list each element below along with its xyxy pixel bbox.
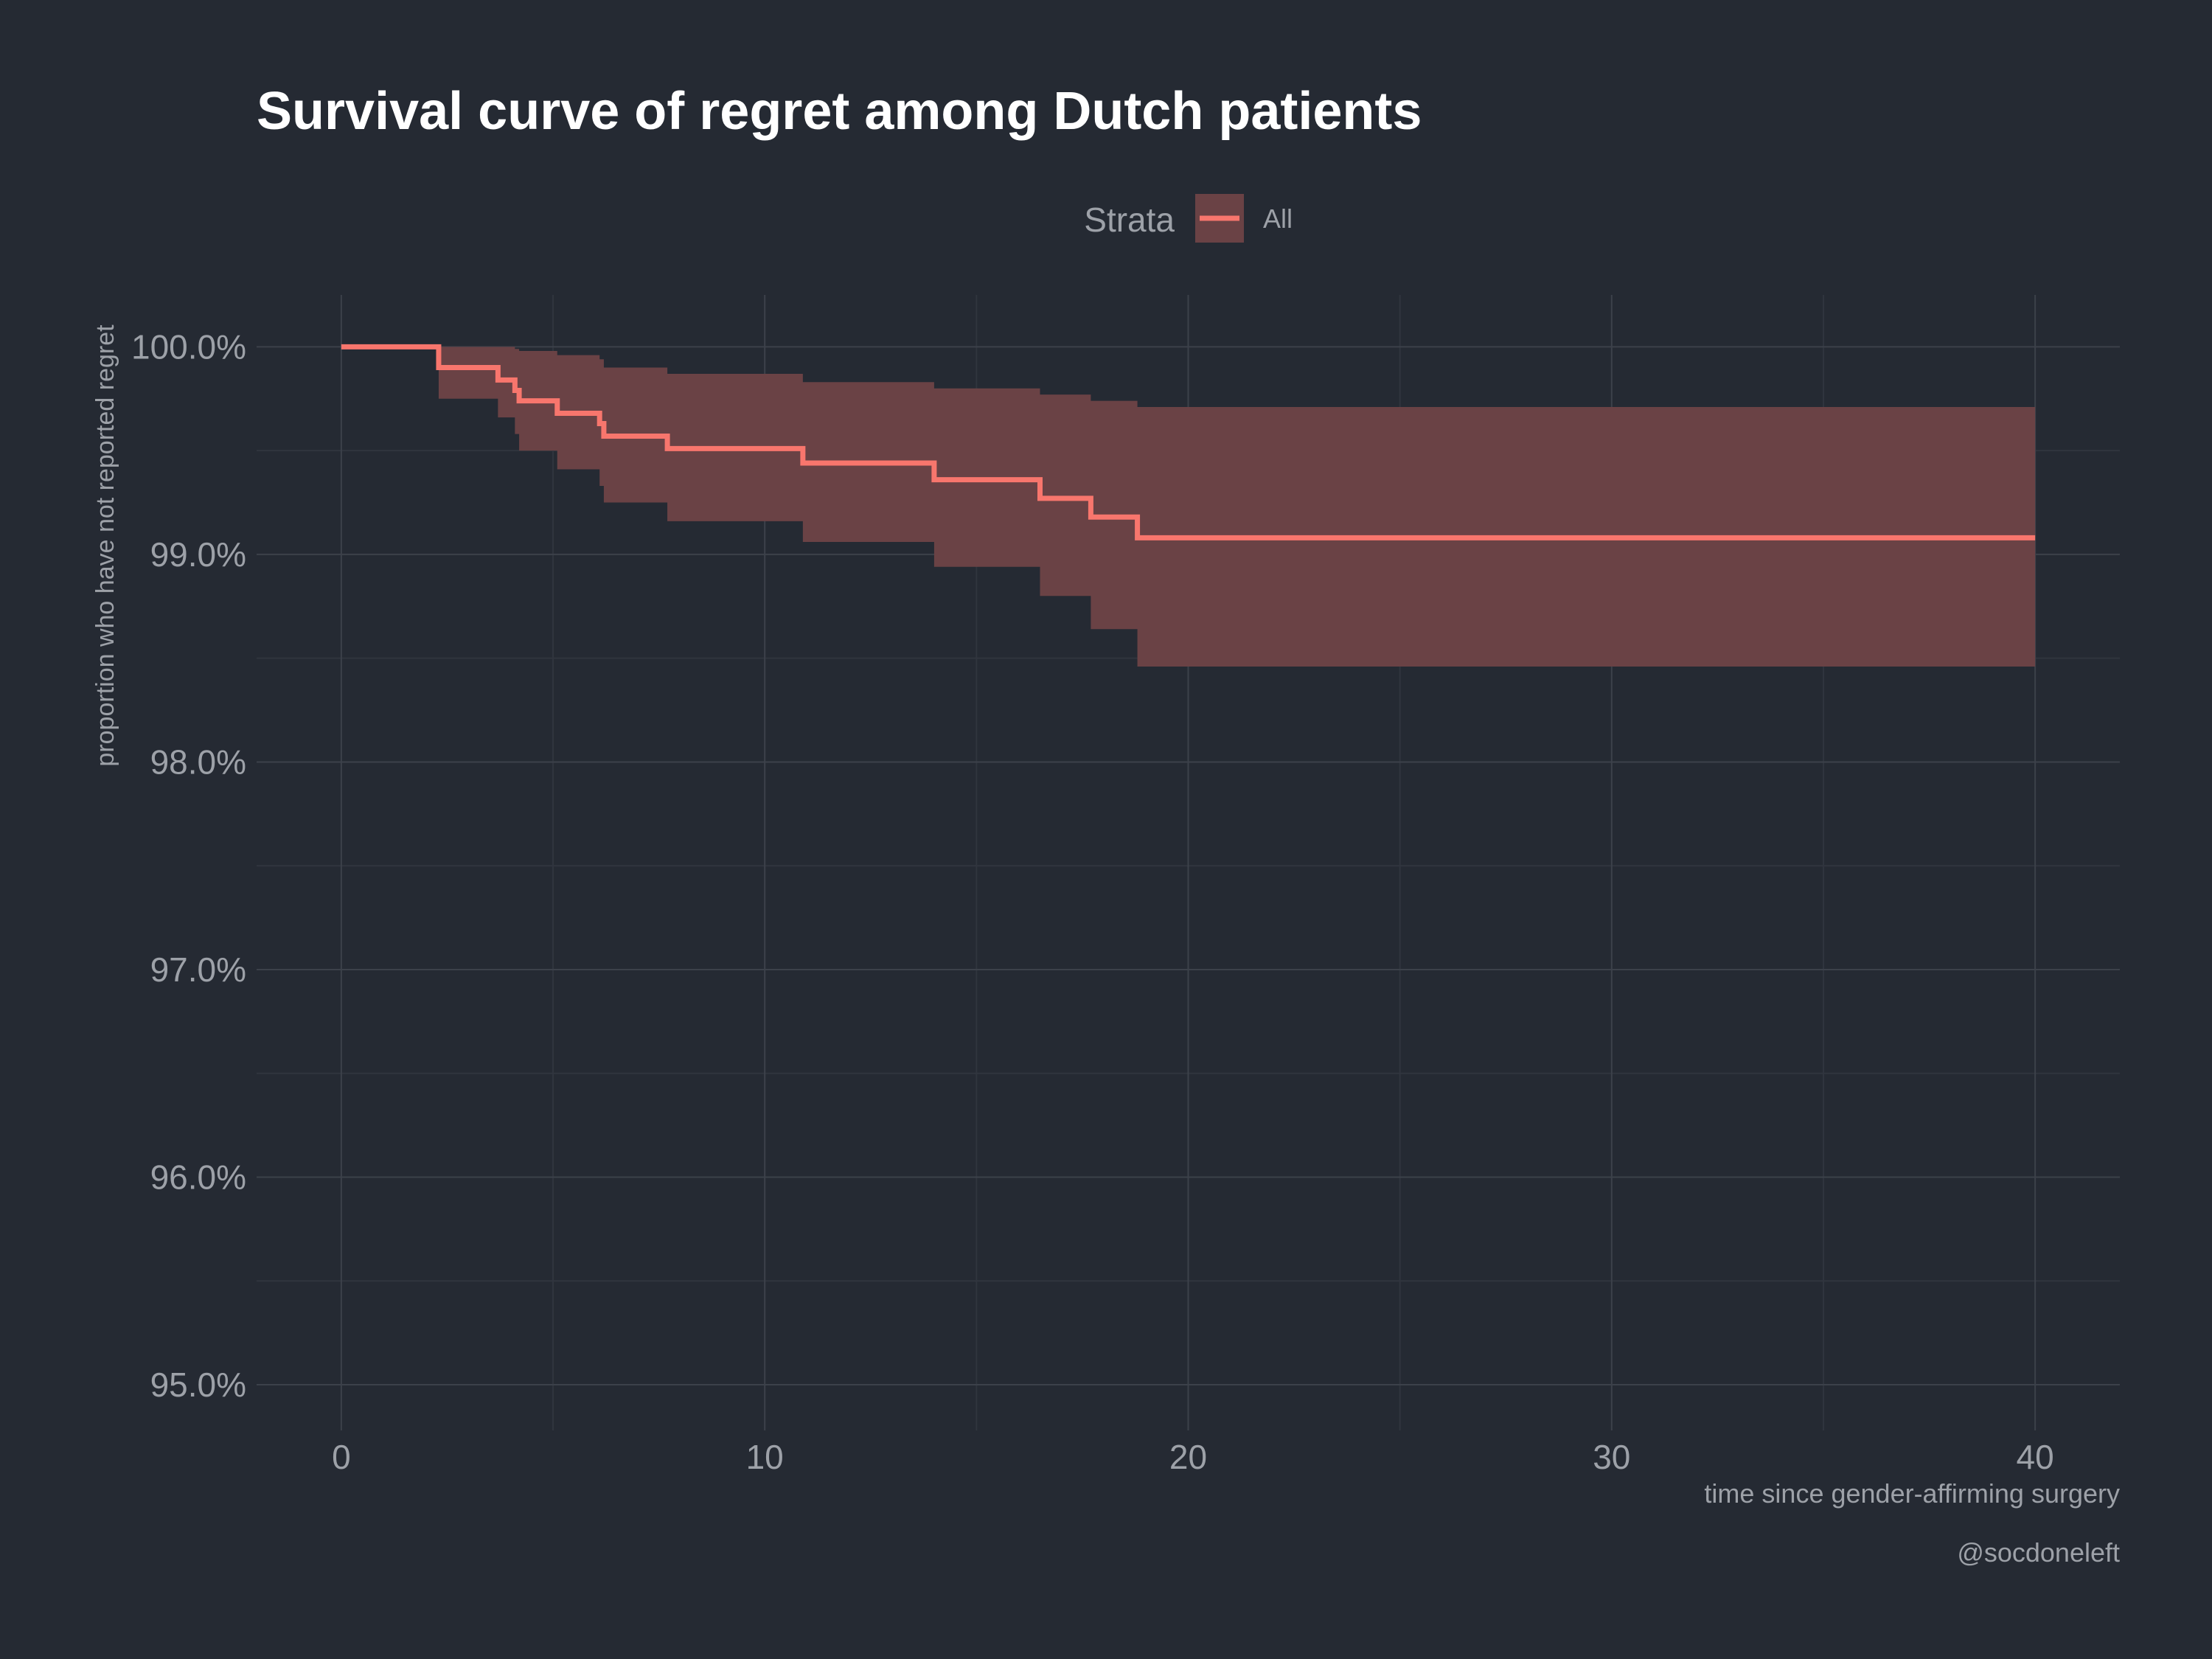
x-tick-label: 40 bbox=[2017, 1438, 2054, 1476]
y-tick-label: 100.0% bbox=[131, 327, 246, 366]
confidence-band-layer bbox=[341, 347, 2036, 667]
y-tick-label: 97.0% bbox=[150, 950, 246, 989]
survival-line bbox=[341, 344, 2036, 540]
legend-title: Strata bbox=[1084, 201, 1175, 239]
confidence-band bbox=[341, 347, 2036, 667]
y-axis-label: proportion who have not reported regret bbox=[91, 324, 119, 767]
y-tick-label: 98.0% bbox=[150, 742, 246, 781]
y-tick-label: 95.0% bbox=[150, 1366, 246, 1404]
x-axis-label: time since gender-affirming surgery bbox=[1704, 1478, 2120, 1509]
legend: Strata All bbox=[1084, 194, 1293, 243]
chart-title: Survival curve of regret among Dutch pat… bbox=[257, 82, 1422, 141]
y-tick-label: 96.0% bbox=[150, 1158, 246, 1197]
survival-line-layer bbox=[341, 344, 2036, 540]
x-tick-label: 30 bbox=[1593, 1438, 1630, 1476]
x-tick-label: 20 bbox=[1169, 1438, 1207, 1476]
legend-entry-all: All bbox=[1263, 204, 1293, 234]
x-tick-label: 10 bbox=[746, 1438, 784, 1476]
x-tick-label: 0 bbox=[332, 1438, 351, 1476]
x-tick-labels: 0 10 20 30 40 bbox=[332, 1438, 2054, 1476]
y-tick-label: 99.0% bbox=[150, 535, 246, 574]
y-tick-labels: 95.0% 96.0% 97.0% 98.0% 99.0% 100.0% bbox=[131, 327, 246, 1404]
caption: @socdoneleft bbox=[1957, 1537, 2120, 1568]
